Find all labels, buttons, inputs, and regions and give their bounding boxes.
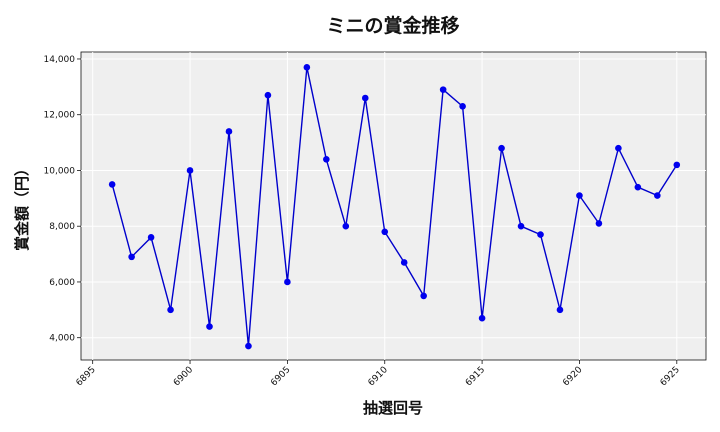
data-point <box>459 103 466 110</box>
data-point <box>342 222 350 230</box>
data-point <box>206 323 213 330</box>
x-axis: 6895 6900 6905 6910 6915 6920 6925 <box>75 360 682 388</box>
data-point <box>634 183 642 191</box>
y-tick-label: 14,000 <box>44 55 76 65</box>
data-point <box>284 278 291 286</box>
data-point <box>381 228 389 236</box>
data-point <box>478 314 486 322</box>
y-tick-label: 4,000 <box>49 334 75 344</box>
plot-area <box>80 51 707 361</box>
x-axis-title: 抽選回号 <box>363 399 423 417</box>
data-point <box>128 253 135 261</box>
data-point <box>615 144 622 152</box>
x-tick-label: 6895 <box>75 365 98 388</box>
grid <box>81 52 706 360</box>
y-axis: 4,000 6,000 8,000 10,000 12,000 14,000 <box>44 55 81 344</box>
data-point <box>556 306 564 314</box>
x-tick-label: 6905 <box>269 365 292 388</box>
data-point <box>108 181 116 188</box>
data-point <box>537 231 544 238</box>
x-tick-label: 6900 <box>172 365 195 388</box>
data-point <box>323 156 330 163</box>
data-point <box>654 192 661 199</box>
data-point <box>303 64 311 71</box>
x-tick-label: 6920 <box>561 365 584 388</box>
data-point <box>264 91 272 99</box>
data-point <box>167 306 174 314</box>
chart-title: ミニの賞金推移 <box>326 14 459 37</box>
y-tick-label: 10,000 <box>44 166 76 176</box>
y-tick-label: 12,000 <box>44 111 76 121</box>
data-point <box>439 86 447 93</box>
y-tick-label: 6,000 <box>49 278 75 288</box>
data-series <box>108 64 681 350</box>
data-point <box>400 259 408 266</box>
y-axis-title: 賞金額（円） <box>13 161 31 251</box>
data-point <box>595 220 603 227</box>
data-point <box>420 292 427 300</box>
data-point <box>225 128 233 135</box>
data-point <box>517 222 525 230</box>
y-tick-label: 8,000 <box>49 222 75 232</box>
series-line <box>111 67 678 347</box>
data-point <box>576 192 583 199</box>
x-tick-label: 6910 <box>367 365 390 388</box>
data-point <box>361 94 369 102</box>
data-point <box>186 167 194 174</box>
data-point <box>673 161 681 169</box>
data-point <box>498 144 505 152</box>
x-tick-label: 6925 <box>659 365 682 388</box>
x-tick-label: 6915 <box>464 365 487 388</box>
data-point <box>147 234 155 241</box>
data-point <box>245 342 252 350</box>
